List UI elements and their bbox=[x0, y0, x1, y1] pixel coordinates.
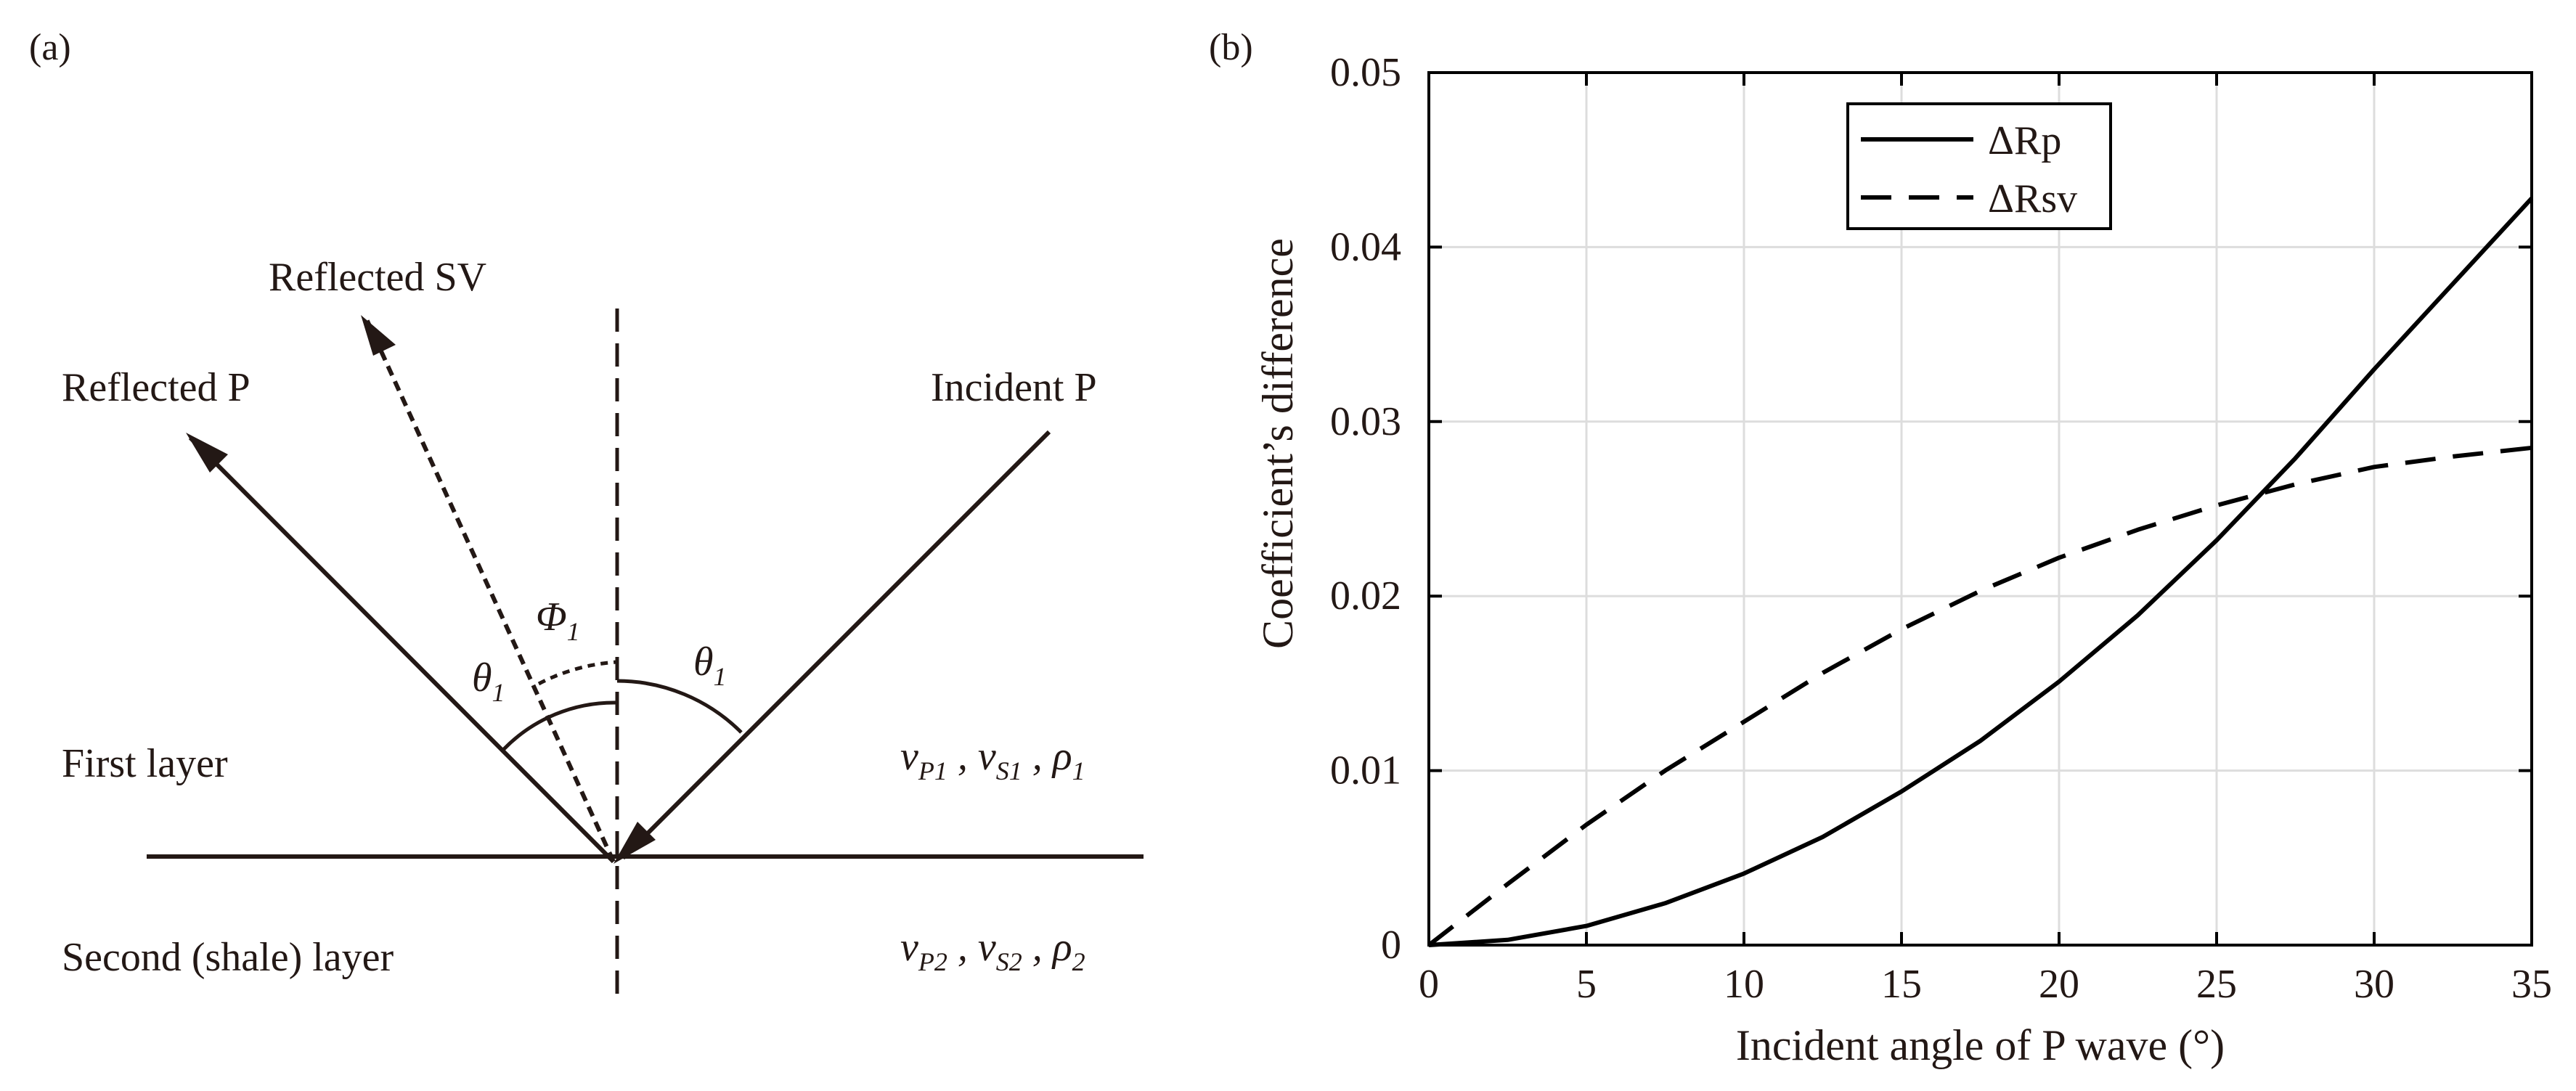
reflected-p-ray bbox=[188, 436, 616, 864]
y-tick-label: 0 bbox=[1381, 923, 1401, 968]
x-tick-label: 10 bbox=[1724, 962, 1764, 1007]
layer2-vp-subscript: P2 bbox=[918, 947, 947, 976]
x-tick-label: 0 bbox=[1419, 962, 1439, 1007]
layer1-vs-symbol: v bbox=[978, 734, 996, 779]
theta-arc-left bbox=[502, 700, 618, 751]
phi-subscript: 1 bbox=[567, 617, 580, 646]
x-tick-label: 20 bbox=[2039, 962, 2079, 1007]
phi-label: Φ1 bbox=[536, 594, 580, 646]
panel-a-label: (a) bbox=[29, 27, 71, 68]
y-tick-label: 0.03 bbox=[1330, 399, 1401, 444]
layer1-rho-subscript: 1 bbox=[1072, 756, 1085, 785]
reflected-sv-label: Reflected SV bbox=[269, 255, 486, 300]
first-layer-label: First layer bbox=[62, 741, 228, 786]
reflected-sv-arrowhead bbox=[361, 315, 396, 356]
reflected-sv-ray bbox=[364, 318, 616, 863]
panel-b: (b) 0 5 10 15 20 25 30 35 0 0.01 0.02 0.03 0.04 0.05 I… bbox=[1209, 27, 2552, 1069]
layer2-rho-subscript: 2 bbox=[1072, 947, 1085, 976]
layer2-comma-2: , bbox=[1022, 925, 1053, 970]
panel-a: (a) Reflected SV Reflected P Incident P … bbox=[29, 27, 1144, 1002]
theta-subscript-right: 1 bbox=[714, 662, 727, 691]
theta-arc-right bbox=[616, 679, 743, 734]
y-tick-label: 0.02 bbox=[1330, 573, 1401, 618]
axes-frame bbox=[1427, 71, 2533, 947]
layer1-rho-symbol: ρ bbox=[1051, 734, 1072, 779]
layer1-vs-subscript: S1 bbox=[996, 756, 1022, 785]
theta-label-left: θ1 bbox=[472, 655, 505, 707]
y-tick-label: 0.05 bbox=[1330, 50, 1401, 95]
x-tick-label: 15 bbox=[1881, 962, 1922, 1007]
x-tick-label: 5 bbox=[1576, 962, 1597, 1007]
phi-symbol: Φ bbox=[536, 594, 567, 640]
reflected-p-arrowhead bbox=[186, 433, 228, 473]
y-tick-label: 0.01 bbox=[1330, 748, 1401, 793]
layer2-rho-symbol: ρ bbox=[1051, 925, 1072, 970]
theta-symbol-left: θ bbox=[472, 655, 492, 700]
layer2-comma-1: , bbox=[947, 925, 978, 970]
theta-subscript-left: 1 bbox=[492, 678, 505, 707]
x-axis-label: Incident angle of P wave (°) bbox=[1736, 1021, 2225, 1069]
y-tick-label: 0.04 bbox=[1330, 224, 1401, 269]
legend-box bbox=[1846, 102, 2112, 230]
second-layer-label: Second (shale) layer bbox=[62, 935, 394, 980]
line-chart: 0 5 10 15 20 25 30 35 0 0.01 0.02 0.03 0.04 0.05 Incid… bbox=[1254, 50, 2552, 1069]
panel-b-label: (b) bbox=[1209, 27, 1253, 68]
reflected-p-label: Reflected P bbox=[62, 365, 250, 410]
incident-p-ray bbox=[621, 430, 1051, 860]
incident-p-label: Incident P bbox=[931, 365, 1097, 410]
x-tick-label: 35 bbox=[2511, 962, 2552, 1007]
x-tick-label: 25 bbox=[2196, 962, 2237, 1007]
x-tick-label: 30 bbox=[2354, 962, 2394, 1007]
layer1-vp-symbol: v bbox=[900, 734, 918, 779]
series-line-delta-rp bbox=[1428, 197, 2534, 947]
legend-label: ΔRp bbox=[1988, 118, 2061, 163]
layer2-vp-symbol: v bbox=[900, 925, 918, 970]
incident-p-arrowhead bbox=[614, 822, 656, 864]
phi-arc bbox=[537, 660, 618, 686]
theta-symbol-right: θ bbox=[693, 640, 714, 685]
layer1-properties: vP1 , vS1 , ρ1 bbox=[900, 734, 1085, 785]
layer2-properties: vP2 , vS2 , ρ2 bbox=[900, 925, 1085, 976]
layer1-comma-2: , bbox=[1022, 734, 1053, 779]
layer2-vs-symbol: v bbox=[978, 925, 996, 970]
y-axis-label: Coefficient’s difference bbox=[1254, 238, 1302, 649]
layer1-vp-subscript: P1 bbox=[918, 756, 947, 785]
legend-label: ΔRsv bbox=[1988, 176, 2077, 221]
layer1-comma-1: , bbox=[947, 734, 978, 779]
theta-label-right: θ1 bbox=[693, 640, 727, 691]
layer2-vs-subscript: S2 bbox=[996, 947, 1022, 976]
legend: ΔRp ΔRsv bbox=[1846, 102, 2112, 230]
